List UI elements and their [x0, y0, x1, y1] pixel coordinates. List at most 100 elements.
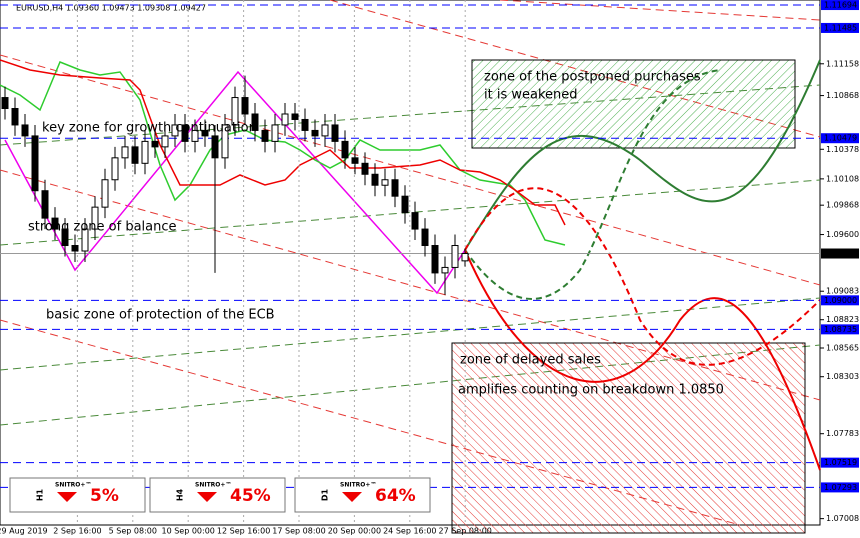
panel-brand: SNITRO+™	[340, 482, 376, 489]
annotation: strong zone of balance	[28, 220, 177, 235]
candle-body	[141, 140, 149, 164]
panel-timeframe: D1	[321, 488, 330, 501]
candle-body	[201, 129, 209, 137]
candle-body	[371, 173, 379, 186]
y-tick-label: 1.07008	[826, 514, 859, 523]
candle-body	[451, 245, 459, 268]
candle-body	[21, 124, 29, 137]
panel-timeframe: H4	[176, 488, 185, 501]
candle-body	[81, 228, 89, 252]
annotation: zone of delayed sales	[460, 353, 601, 368]
candle-body	[391, 179, 399, 197]
candle-body	[291, 113, 299, 120]
x-tick-label: 17 Sep 08:00	[272, 527, 325, 536]
level-label: 1.11694	[824, 1, 857, 10]
level-box	[821, 22, 859, 33]
level-box	[821, 133, 859, 144]
panel-brand: SNITRO+™	[195, 482, 231, 489]
level-label: 1.11485	[824, 23, 857, 32]
candle-body	[421, 228, 429, 247]
level-box	[821, 482, 859, 493]
y-tick-label: 1.09868	[826, 201, 859, 210]
candle-body	[271, 124, 279, 142]
y-tick-label: 1.09083	[826, 287, 859, 296]
candle-body	[161, 135, 169, 148]
x-tick-label: 27 Sep 08:00	[438, 527, 491, 536]
level-label: 1.09000	[824, 296, 857, 305]
candle-body	[431, 245, 439, 274]
level-box	[821, 324, 859, 335]
price-box	[821, 248, 859, 259]
y-tick-label: 1.08303	[826, 372, 859, 381]
candle-body	[241, 97, 249, 115]
candle-body	[441, 266, 449, 274]
panel-value: 5%	[90, 486, 119, 506]
candle-body	[1, 97, 9, 110]
candle-body	[411, 212, 419, 230]
candle-body	[361, 162, 369, 175]
x-tick-label: 2 Sep 16:00	[53, 527, 101, 536]
level-label: 1.07519	[824, 458, 857, 467]
y-tick-label: 1.10108	[826, 174, 859, 183]
candle-body	[171, 124, 179, 137]
candle-body	[41, 190, 49, 219]
panel-arrow	[342, 492, 362, 502]
x-tick-label: 29 Aug 2019	[0, 527, 48, 536]
level-label: 1.10479	[824, 134, 857, 143]
level-label: 1.07293	[824, 483, 857, 492]
header-symbol: EURUSD,H4	[16, 4, 63, 13]
candle-body	[301, 118, 309, 131]
annotation: zone of the postponed purchases	[484, 70, 701, 85]
y-tick-label: 1.08565	[826, 343, 859, 352]
annotation: key zone for growth continuation	[42, 121, 257, 136]
x-tick-label: 24 Sep 16:00	[383, 527, 436, 536]
drawings	[0, 0, 821, 534]
x-tick-label: 20 Sep 00:00	[328, 527, 381, 536]
annotation: amplifies counting on breakdown 1.0850	[458, 383, 724, 398]
y-tick-label: 1.07783	[826, 429, 859, 438]
candle-body	[311, 129, 319, 137]
candle-body	[51, 217, 59, 230]
candle-body	[101, 179, 109, 208]
candle-body	[11, 108, 19, 126]
panel-value: 64%	[375, 486, 416, 506]
candle-body	[261, 129, 269, 142]
candle-body	[321, 124, 329, 137]
annotation: it is weakened	[484, 88, 578, 103]
level-box	[821, 295, 859, 306]
candle-body	[131, 146, 139, 164]
candle-body	[211, 135, 219, 159]
panel-value: 45%	[230, 486, 271, 506]
candle-body	[281, 113, 289, 126]
candle-body	[191, 129, 199, 142]
header-ohlc: 1.09360 1.09473 1.09308 1.09427	[66, 4, 206, 13]
y-tick-label: 1.11158	[826, 59, 859, 68]
candle-body	[181, 124, 189, 142]
y-tick-label: 1.10378	[826, 145, 859, 154]
candle-body	[401, 195, 409, 214]
x-tick-label: 12 Sep 16:00	[217, 527, 270, 536]
candle-body	[71, 245, 79, 252]
panel-arrow	[197, 492, 217, 502]
level-box	[821, 0, 859, 11]
signal-panel	[294, 477, 431, 513]
candle-body	[151, 140, 159, 148]
level-box	[821, 457, 859, 468]
panel-arrow	[57, 492, 77, 502]
candle-body	[31, 135, 39, 192]
candle-body	[91, 206, 99, 230]
signal-panel	[9, 477, 146, 513]
candle-body	[61, 228, 69, 247]
level-label: 1.08735	[824, 325, 857, 334]
panel-timeframe: H1	[36, 488, 45, 501]
candle-body	[381, 179, 389, 186]
candle-body	[351, 157, 359, 164]
x-tick-label: 5 Sep 08:00	[109, 527, 157, 536]
annotation: basic zone of protection of the ECB	[46, 308, 275, 323]
panel-brand: SNITRO+™	[55, 482, 91, 489]
candle-body	[331, 124, 339, 142]
candle-body	[221, 124, 229, 159]
y-tick-label: 1.09600	[826, 230, 859, 239]
